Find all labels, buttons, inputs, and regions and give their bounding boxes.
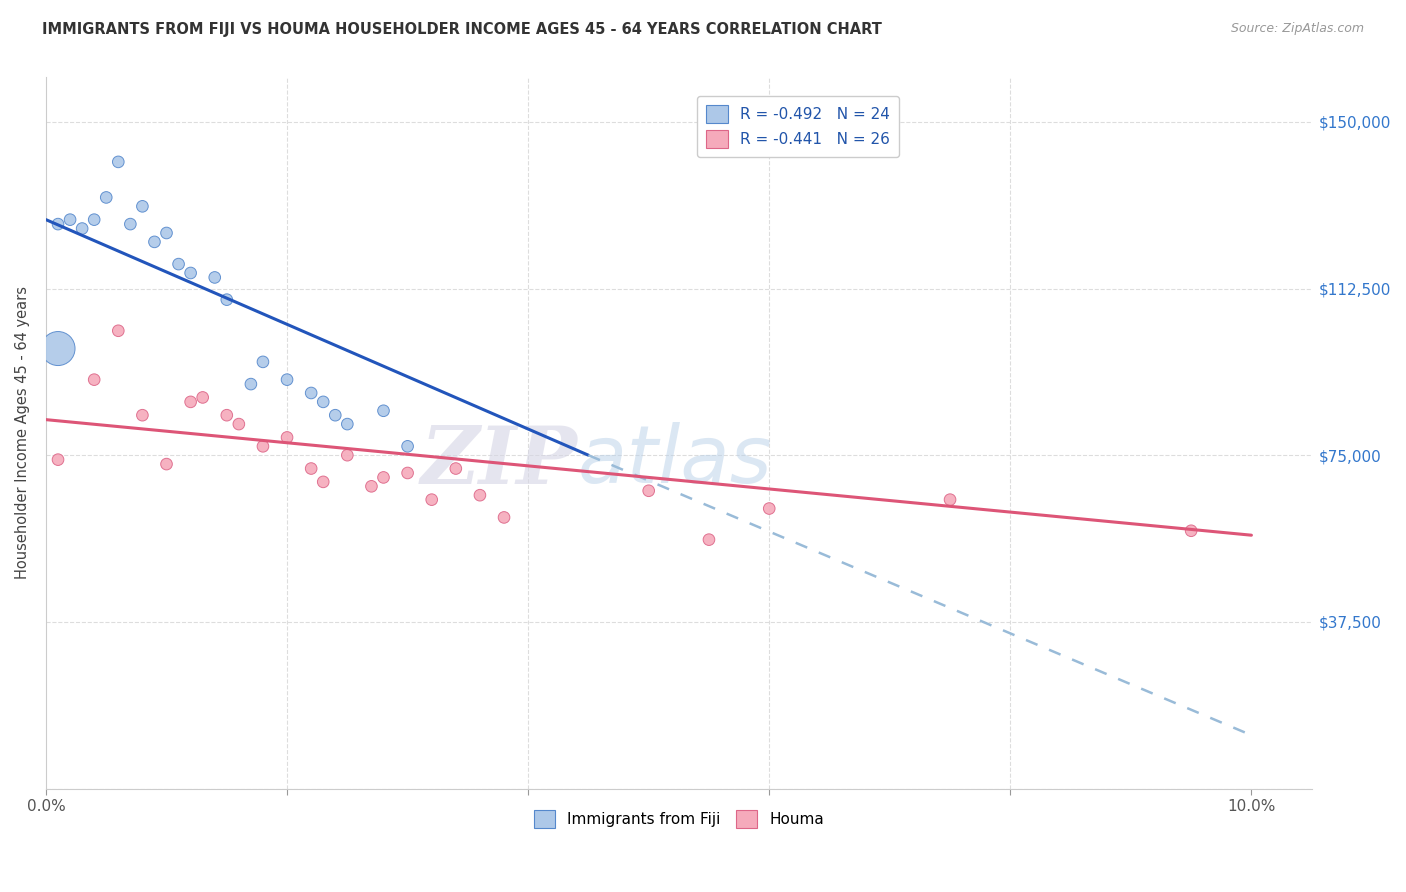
Point (155, 226, 177, 240)
Point (444, 461, 467, 475)
Point (373, 403, 395, 417)
Point (939, 492, 962, 507)
Text: ZIP: ZIP (420, 423, 578, 500)
Point (492, 510, 515, 524)
Point (336, 448, 359, 462)
Point (252, 355, 274, 369)
Point (360, 479, 382, 493)
Point (59, 212, 82, 227)
Point (107, 324, 129, 338)
Point (180, 395, 202, 409)
Point (204, 270, 226, 285)
Point (697, 533, 720, 547)
Point (155, 457, 177, 471)
Point (420, 492, 443, 507)
Point (46, 342, 69, 356)
Point (468, 488, 491, 502)
Point (46, 452, 69, 467)
Point (191, 391, 214, 405)
Point (167, 257, 190, 271)
Point (323, 408, 346, 422)
Point (83, 373, 105, 387)
Point (46, 217, 69, 231)
Point (228, 417, 250, 431)
Point (239, 377, 262, 392)
Point (758, 501, 780, 516)
Point (1180, 524, 1202, 538)
Point (131, 408, 153, 422)
Point (299, 386, 322, 401)
Point (336, 417, 359, 431)
Point (215, 293, 238, 307)
Point (120, 217, 142, 231)
Point (276, 373, 298, 387)
Text: Source: ZipAtlas.com: Source: ZipAtlas.com (1230, 22, 1364, 36)
Point (83, 212, 105, 227)
Point (396, 466, 419, 480)
Point (70, 221, 93, 235)
Point (107, 154, 129, 169)
Point (215, 408, 238, 422)
Point (299, 461, 322, 475)
Point (143, 235, 166, 249)
Text: atlas: atlas (578, 423, 772, 500)
Y-axis label: Householder Income Ages 45 - 64 years: Householder Income Ages 45 - 64 years (15, 286, 30, 580)
Point (312, 475, 335, 489)
Legend: Immigrants from Fiji, Houma: Immigrants from Fiji, Houma (527, 805, 831, 834)
Point (96, 190, 118, 204)
Text: IMMIGRANTS FROM FIJI VS HOUMA HOUSEHOLDER INCOME AGES 45 - 64 YEARS CORRELATION : IMMIGRANTS FROM FIJI VS HOUMA HOUSEHOLDE… (42, 22, 882, 37)
Point (180, 266, 202, 280)
Point (396, 439, 419, 453)
Point (373, 470, 395, 484)
Point (637, 483, 659, 498)
Point (312, 395, 335, 409)
Point (131, 199, 153, 213)
Point (252, 439, 274, 453)
Point (276, 430, 298, 444)
